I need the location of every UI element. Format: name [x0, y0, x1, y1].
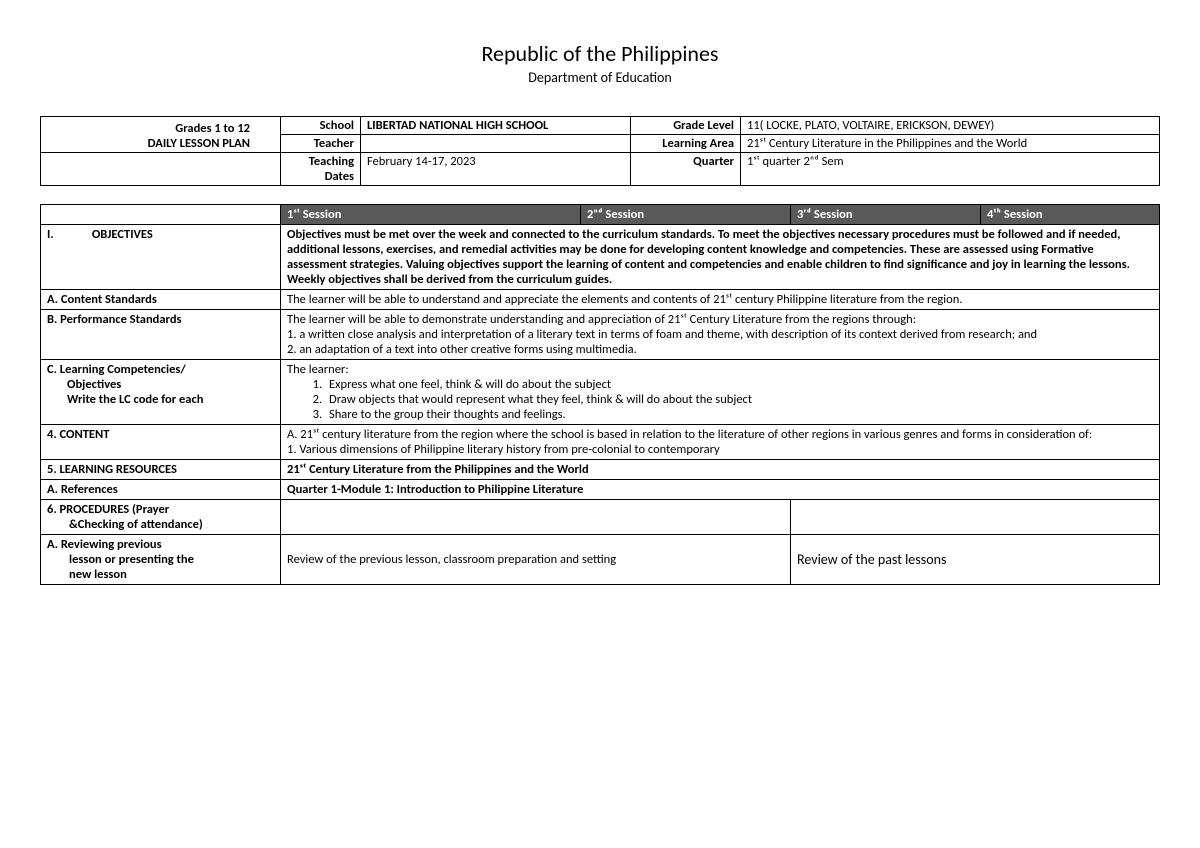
- learning-resources-text: 21ˢᵗ Century Literature from the Philipp…: [281, 460, 1160, 480]
- grade-value: 11( LOCKE, PLATO, VOLTAIRE, ERICKSON, DE…: [741, 117, 1160, 135]
- content-standards-text: The learner will be able to understand a…: [281, 290, 1160, 310]
- school-label: School: [281, 117, 361, 135]
- performance-standards-text: The learner will be able to demonstrate …: [281, 310, 1160, 360]
- content-text: A. 21ˢᵗ century literature from the regi…: [281, 425, 1160, 460]
- plan-line1: Grades 1 to 12: [47, 121, 250, 136]
- session-3-header: 3ʳᵈ Session: [791, 205, 981, 225]
- area-label: Learning Area: [631, 135, 741, 153]
- document-header: Republic of the Philippines Department o…: [40, 40, 1160, 86]
- grade-label: Grade Level: [631, 117, 741, 135]
- quarter-value: 1ˢᵗ quarter 2ⁿᵈ Sem: [741, 153, 1160, 186]
- learning-competencies-label: C. Learning Competencies/ Objectives Wri…: [41, 360, 281, 425]
- session-2-header: 2ⁿᵈ Session: [581, 205, 791, 225]
- learning-competencies-text: The learner: Express what one feel, thin…: [281, 360, 1160, 425]
- procedures-label: 6. PROCEDURES (Prayer &Checking of atten…: [41, 500, 281, 535]
- content-label: 4. CONTENT: [41, 425, 281, 460]
- objectives-text: Objectives must be met over the week and…: [281, 225, 1160, 290]
- session-1-header: 1ˢᵗ Session: [281, 205, 581, 225]
- quarter-label: Quarter: [631, 153, 741, 186]
- teacher-label: Teacher: [281, 135, 361, 153]
- procedures-cell-left: [281, 500, 791, 535]
- references-text: Quarter 1-Module 1: Introduction to Phil…: [281, 480, 1160, 500]
- objectives-label: I. OBJECTIVES: [41, 225, 281, 290]
- header-title: Republic of the Philippines: [40, 40, 1160, 67]
- review-text-2: Review of the past lessons: [791, 535, 1160, 585]
- header-subtitle: Department of Education: [40, 69, 1160, 86]
- info-table: Grades 1 to 12 DAILY LESSON PLAN School …: [40, 116, 1160, 186]
- school-value: LIBERTAD NATIONAL HIGH SCHOOL: [361, 117, 631, 135]
- review-label: A. Reviewing previous lesson or presenti…: [41, 535, 281, 585]
- plan-line2: DAILY LESSON PLAN: [47, 136, 250, 151]
- lesson-table: 1ˢᵗ Session 2ⁿᵈ Session 3ʳᵈ Session 4ᵗʰ …: [40, 204, 1160, 585]
- learning-resources-label: 5. LEARNING RESOURCES: [41, 460, 281, 480]
- performance-standards-label: B. Performance Standards: [41, 310, 281, 360]
- area-value: 21ˢᵗ Century Literature in the Philippin…: [741, 135, 1160, 153]
- dates-value: February 14-17, 2023: [361, 153, 631, 186]
- references-label: A. References: [41, 480, 281, 500]
- dates-label: Teaching Dates: [309, 154, 354, 184]
- review-text-1: Review of the previous lesson, classroom…: [281, 535, 791, 585]
- teacher-value: [361, 135, 631, 153]
- content-standards-label: A. Content Standards: [41, 290, 281, 310]
- procedures-cell-right: [791, 500, 1160, 535]
- session-4-header: 4ᵗʰ Session: [981, 205, 1160, 225]
